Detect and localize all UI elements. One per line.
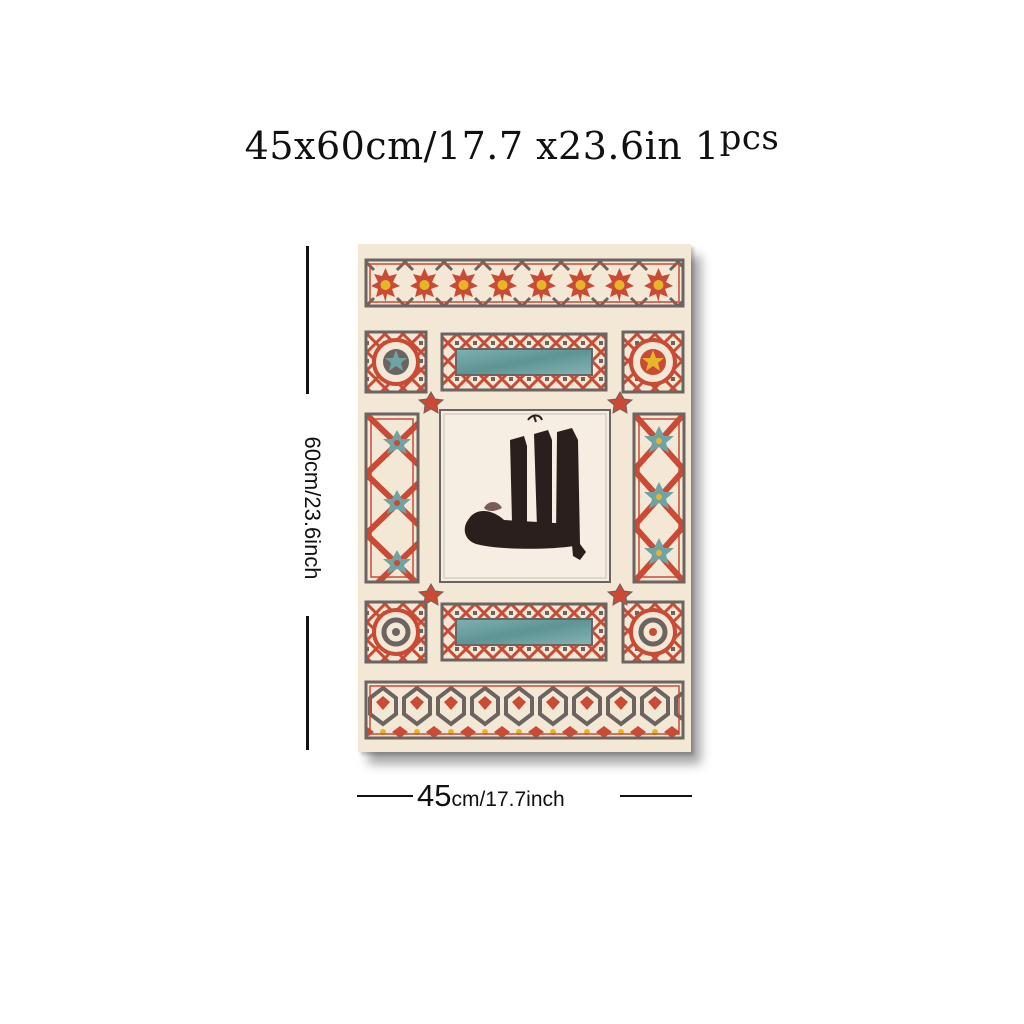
width-dimension-line-right	[620, 795, 692, 797]
quantity-text: 1	[694, 124, 720, 168]
size-text: 45x60cm/17.7 x23.6in	[244, 124, 683, 168]
unit-text: pcs	[719, 118, 780, 158]
width-value: 45	[417, 778, 452, 813]
width-unit: cm/17.7inch	[451, 788, 565, 811]
islamic-pattern-artwork	[358, 244, 691, 752]
width-dimension-line-left	[357, 795, 413, 797]
size-headline: 45x60cm/17.7 x23.6in 1pcs	[0, 118, 1024, 168]
height-dimension-line-top	[306, 246, 309, 394]
width-label: 45cm/17.7inch	[417, 778, 565, 814]
poster-artwork	[358, 244, 691, 752]
height-dimension-line-bottom	[306, 616, 309, 750]
height-label: 60cm/23.6inch	[300, 436, 325, 580]
